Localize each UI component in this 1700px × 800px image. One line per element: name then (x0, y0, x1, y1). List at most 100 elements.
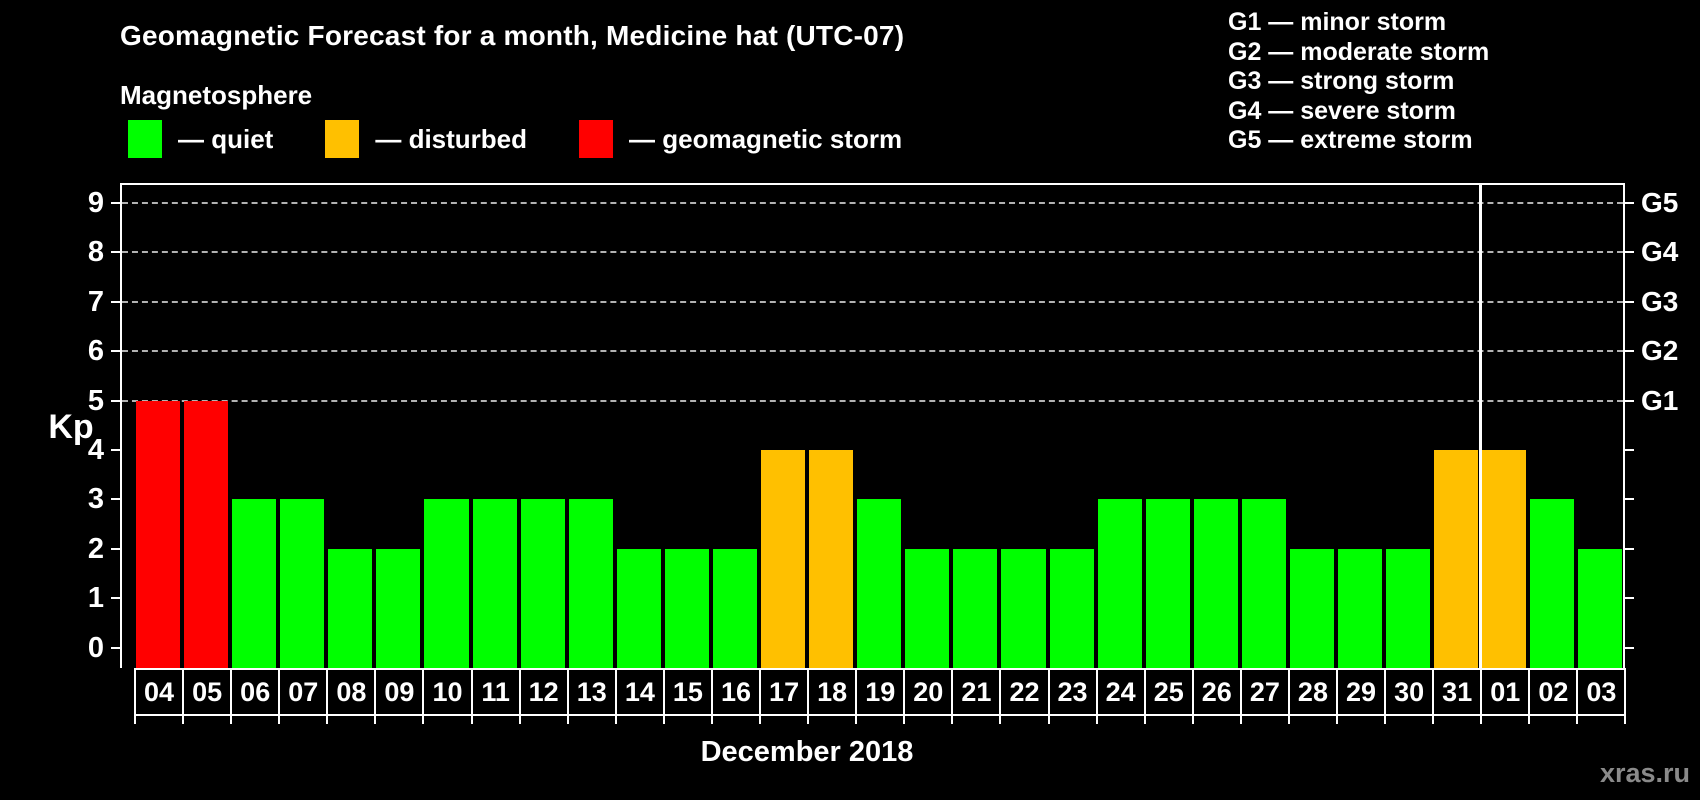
date-cell-15: 15 (662, 668, 713, 716)
y-tick-label-1: 1 (87, 582, 104, 615)
bar-day-01 (1482, 449, 1527, 668)
date-cell-06: 06 (230, 668, 281, 716)
date-cell-10: 10 (422, 668, 473, 716)
g-scale-tick-label-G1: G1 (1641, 384, 1679, 416)
y-tick-label-7: 7 (87, 285, 104, 318)
g-scale-tick-label-G3: G3 (1641, 285, 1679, 317)
gridline-kp-6 (122, 350, 1623, 353)
plot-area (120, 183, 1625, 668)
g-scale-legend: G1 — minor storm G2 — moderate storm G3 — … (1228, 8, 1489, 156)
bar-day-14 (616, 548, 661, 668)
bar-day-05 (184, 400, 229, 668)
x-tick-11 (662, 716, 665, 724)
x-tick-14 (807, 716, 810, 724)
x-tick-0 (134, 716, 136, 724)
date-cell-30: 30 (1384, 668, 1435, 716)
y-tick-right-0 (1625, 646, 1634, 649)
x-tick-13 (759, 716, 762, 724)
g-scale-tick-label-G2: G2 (1641, 335, 1679, 367)
bar-day-30 (1386, 548, 1431, 668)
y-tick-left-1 (111, 597, 120, 600)
x-tick-22 (1191, 716, 1194, 724)
bar-day-21 (953, 548, 998, 668)
bar-day-25 (1145, 499, 1190, 668)
y-tick-left-3 (111, 498, 120, 501)
y-tick-left-0 (111, 646, 120, 649)
x-tick-21 (1143, 716, 1146, 724)
bar-day-15 (664, 548, 709, 668)
x-tick-12 (710, 716, 713, 724)
x-tick-19 (1047, 716, 1050, 724)
bar-day-07 (280, 499, 325, 668)
date-cell-22: 22 (999, 668, 1050, 716)
y-tick-right-7 (1625, 300, 1634, 303)
date-cell-05: 05 (182, 668, 233, 716)
g-scale-tick-label-G4: G4 (1641, 236, 1679, 268)
g-legend-line-5: G5 — extreme storm (1228, 126, 1473, 154)
date-cell-08: 08 (326, 668, 377, 716)
bar-day-18 (809, 449, 854, 668)
legend-label: — disturbed (375, 123, 528, 154)
x-tick-6 (422, 716, 425, 724)
date-cell-31: 31 (1432, 668, 1483, 716)
date-cell-28: 28 (1287, 668, 1338, 716)
x-tick-27 (1432, 716, 1435, 724)
magnetosphere-legend: — quiet — disturbed — geomagnetic storm (128, 120, 954, 158)
gridline-kp-8 (122, 251, 1623, 254)
bar-day-02 (1530, 499, 1575, 668)
y-tick-right-2 (1625, 547, 1634, 550)
bar-day-09 (376, 548, 421, 668)
bar-day-16 (712, 548, 758, 668)
bar-day-06 (232, 499, 277, 668)
date-cell-18: 18 (807, 668, 858, 716)
x-tick-9 (566, 716, 569, 724)
date-cell-07: 07 (278, 668, 329, 716)
y-tick-label-8: 8 (87, 236, 104, 269)
bar-day-03 (1578, 548, 1623, 668)
bar-day-28 (1289, 548, 1334, 668)
date-cell-13: 13 (566, 668, 617, 716)
y-tick-right-1 (1625, 597, 1634, 600)
year-divider-line (1479, 183, 1482, 668)
y-tick-label-9: 9 (87, 186, 104, 219)
y-tick-label-5: 5 (87, 384, 104, 417)
bar-day-29 (1338, 548, 1383, 668)
bar-day-22 (1001, 548, 1046, 668)
date-cell-12: 12 (518, 668, 569, 716)
bar-day-20 (905, 548, 950, 668)
bar-day-13 (568, 499, 613, 668)
date-cell-16: 16 (710, 668, 762, 716)
date-cell-11: 11 (470, 668, 521, 716)
bar-day-19 (857, 499, 902, 668)
legend-item-disturbed: — disturbed (325, 120, 527, 158)
x-axis-label: December 2018 (700, 736, 914, 768)
date-cell-09: 09 (374, 668, 425, 716)
bar-day-31 (1434, 449, 1479, 668)
g-legend-line-1: G1 — minor storm (1228, 8, 1447, 36)
bar-day-23 (1049, 548, 1094, 668)
y-tick-label-0: 0 (87, 631, 104, 664)
g-legend-line-3: G3 — strong storm (1228, 67, 1455, 95)
x-tick-3 (278, 716, 281, 724)
bar-day-12 (520, 499, 565, 668)
date-cell-24: 24 (1095, 668, 1146, 716)
date-cell-19: 19 (855, 668, 906, 716)
date-cell-27: 27 (1239, 668, 1290, 716)
x-tick-16 (903, 716, 906, 724)
bar-day-10 (424, 499, 469, 668)
date-cell-29: 29 (1336, 668, 1387, 716)
magnetosphere-label: Magnetosphere (120, 80, 313, 110)
date-cell-21: 21 (951, 668, 1002, 716)
legend-label: — geomagnetic storm (629, 123, 903, 154)
date-cell-04: 04 (134, 668, 185, 716)
bar-day-26 (1193, 499, 1238, 668)
bar-day-17 (761, 449, 806, 668)
y-tick-left-2 (111, 547, 120, 550)
date-cell-26: 26 (1191, 668, 1242, 716)
x-tick-31 (1624, 716, 1627, 724)
date-cell-01: 01 (1480, 668, 1531, 716)
bar-day-04 (136, 400, 181, 668)
y-tick-right-8 (1625, 251, 1634, 254)
storm-swatch (579, 120, 614, 158)
